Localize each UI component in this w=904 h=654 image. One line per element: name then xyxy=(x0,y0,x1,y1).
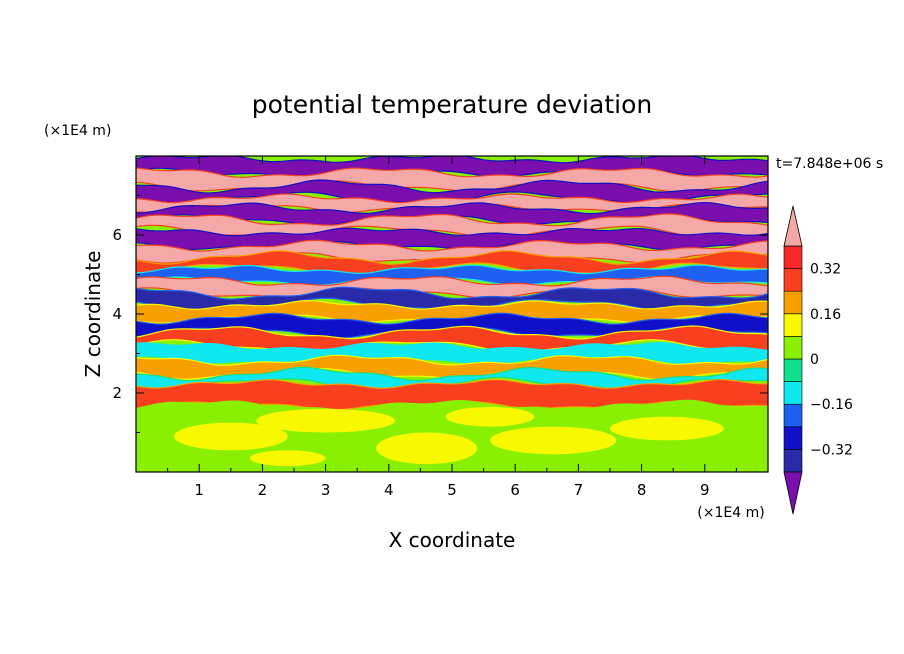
contour-layer xyxy=(136,452,768,472)
colorbar-bin xyxy=(783,268,803,292)
x-tick-label: 8 xyxy=(637,481,647,499)
colorbar-bin xyxy=(783,403,803,428)
colorbar-bin xyxy=(783,290,803,315)
colorbar: 0.32 0.16 0 −0.16 −0.32 xyxy=(783,205,853,515)
colorbar-label: −0.32 xyxy=(810,442,853,458)
y-tick-label: 4 xyxy=(112,305,122,323)
contour-layer xyxy=(136,286,768,313)
x-axis-label: X coordinate xyxy=(389,528,516,552)
field-patch xyxy=(610,416,724,441)
colorbar-label: −0.16 xyxy=(810,397,853,413)
x-tick-label: 1 xyxy=(194,481,204,499)
x-tick-label: 6 xyxy=(510,481,520,499)
contour-layer xyxy=(136,213,768,240)
contour-field xyxy=(136,156,768,472)
x-tick-label: 9 xyxy=(700,481,710,499)
colorbar-bin xyxy=(783,358,803,382)
x-tick-label: 3 xyxy=(321,481,331,499)
colorbar-bin xyxy=(783,381,803,405)
colorbar-label: 0 xyxy=(810,352,819,368)
x-tick-label: 5 xyxy=(447,481,457,499)
field-patch xyxy=(249,450,326,467)
colorbar-low-arrow xyxy=(783,471,803,515)
y-unit-label: (×1E4 m) xyxy=(44,123,111,139)
contour-layer xyxy=(136,341,768,366)
chart-title: potential temperature deviation xyxy=(252,90,652,119)
x-tick-label: 7 xyxy=(574,481,584,499)
colorbar-bin xyxy=(783,449,803,473)
colorbar-label: 0.32 xyxy=(810,262,841,278)
colorbar-bin xyxy=(783,313,803,337)
x-axis: 1 2 3 4 5 6 7 8 9 xyxy=(167,156,737,499)
y-tick-label: 2 xyxy=(112,384,122,402)
colorbar-bin xyxy=(783,245,803,269)
y-axis-label: Z coordinate xyxy=(81,251,105,378)
field-patch xyxy=(489,426,617,455)
field-patch xyxy=(173,422,288,451)
colorbar-high-arrow xyxy=(783,205,803,247)
colorbar-label: 0.16 xyxy=(810,307,841,323)
colorbar-bin xyxy=(783,426,803,450)
time-label: t=7.848e+06 s xyxy=(776,156,883,172)
x-unit-label: (×1E4 m) xyxy=(697,505,764,521)
field-patch xyxy=(256,408,396,433)
field-patch xyxy=(445,406,535,427)
x-tick-label: 4 xyxy=(384,481,394,499)
y-tick-label: 6 xyxy=(112,226,122,244)
field-patch xyxy=(376,432,478,465)
colorbar-bin xyxy=(783,336,803,360)
contour-layer xyxy=(136,354,768,381)
y-axis: 2 4 6 xyxy=(112,195,768,433)
x-tick-label: 2 xyxy=(258,481,268,499)
